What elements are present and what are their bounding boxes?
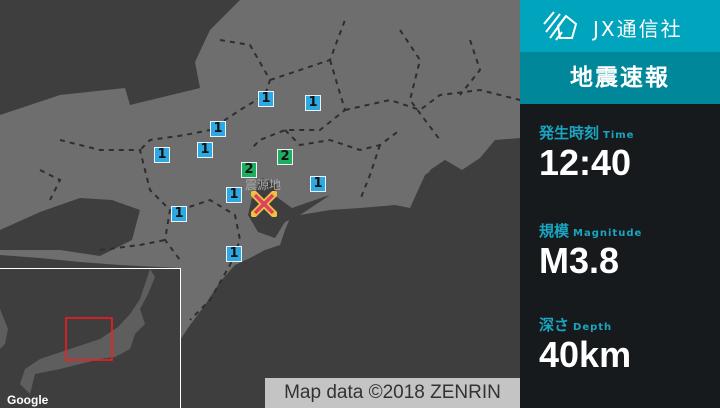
magnitude-label: 規模 (539, 222, 570, 240)
map-attribution: Map data ©2018 ZENRIN (265, 378, 520, 408)
overview-inset-map[interactable]: Google (0, 268, 181, 408)
jx-logo-icon (543, 11, 578, 41)
brand-header: JX通信社 (520, 0, 720, 52)
depth-label: 深さ (539, 316, 570, 334)
intensity-marker[interactable]: 1 (226, 187, 242, 203)
intensity-marker[interactable]: 1 (258, 91, 274, 107)
depth-field: 深さ Depth 40km (539, 314, 631, 375)
magnitude-field: 規模 Magnitude M3.8 (539, 220, 642, 281)
inset-land (0, 269, 155, 394)
intensity-marker[interactable]: 1 (226, 246, 242, 262)
google-logo: Google (7, 393, 49, 407)
intensity-marker[interactable]: 1 (305, 95, 321, 111)
magnitude-sublabel: Magnitude (573, 228, 643, 239)
info-panel: JX通信社 地震速報 発生時刻 Time 12:40 規模 Magnitude M3… (520, 0, 720, 408)
map[interactable]: 1 1 1 1 1 2 2 1 1 1 1 震源地 Google Map dat… (0, 0, 520, 408)
epicenter-cross-icon[interactable] (251, 191, 277, 217)
time-sublabel: Time (603, 130, 635, 141)
map-base (0, 0, 520, 340)
depth-value: 40km (539, 334, 632, 375)
intensity-marker[interactable]: 1 (197, 142, 213, 158)
intensity-marker[interactable]: 2 (241, 162, 257, 178)
alert-title: 地震速報 (520, 52, 720, 104)
time-field: 発生時刻 Time 12:40 (539, 122, 634, 183)
intensity-marker[interactable]: 2 (277, 149, 293, 165)
intensity-marker[interactable]: 1 (310, 176, 326, 192)
time-label: 発生時刻 (539, 124, 600, 142)
inset-focus-rect (65, 317, 113, 361)
magnitude-value: M3.8 (539, 240, 620, 281)
brand-name: JX通信社 (593, 17, 683, 41)
time-value: 12:40 (539, 142, 632, 183)
intensity-marker[interactable]: 1 (171, 206, 187, 222)
intensity-marker[interactable]: 1 (210, 121, 226, 137)
epicenter-label: 震源地 (245, 178, 282, 192)
intensity-marker[interactable]: 1 (154, 147, 170, 163)
depth-sublabel: Depth (573, 322, 613, 333)
